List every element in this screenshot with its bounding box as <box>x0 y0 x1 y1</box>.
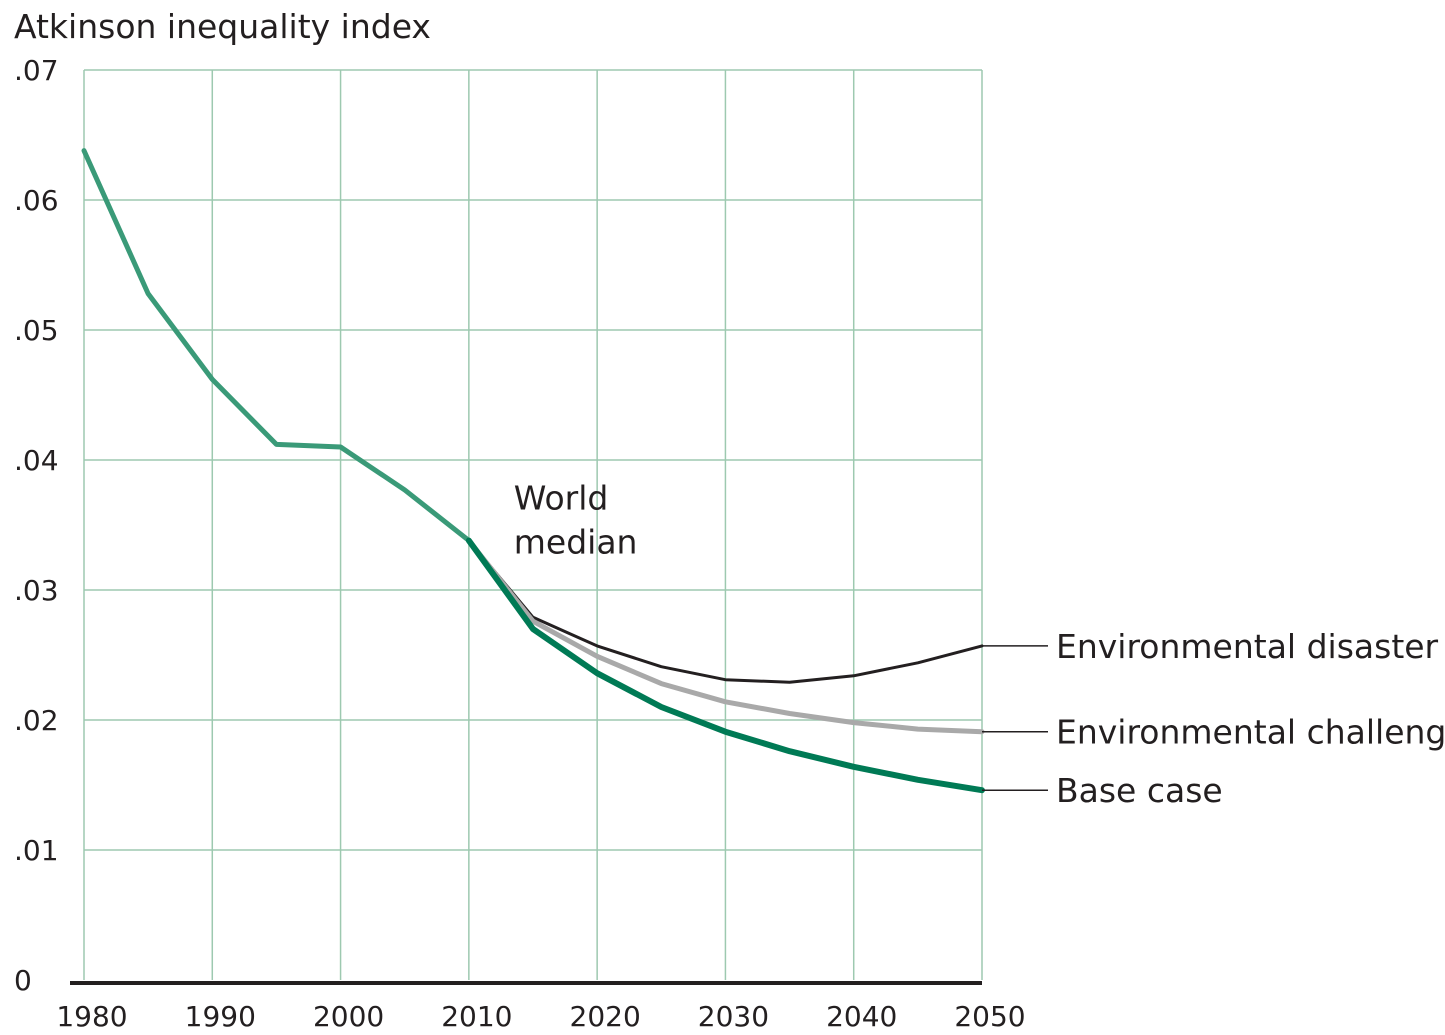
y-tick-label: .05 <box>14 314 59 347</box>
y-tick-label: 0 <box>14 964 32 997</box>
series-line-historical <box>81 148 472 544</box>
x-axis-ticks: 1980 1990 2000 2010 2020 2030 2040 2050 <box>56 1000 1025 1033</box>
series-lines <box>81 148 985 794</box>
y-tick-label: .01 <box>14 834 59 867</box>
y-axis-ticks: 0 .01 .02 .03 .04 .05 .06 .07 <box>14 54 59 997</box>
x-tick-label: 2000 <box>313 1000 384 1033</box>
series-labels: Environmental disaster Environmental chal… <box>982 627 1445 810</box>
y-tick-label: .04 <box>14 444 59 477</box>
annotation-line-2: median <box>514 523 638 562</box>
y-tick-label: .03 <box>14 574 59 607</box>
y-tick-label: .07 <box>14 54 59 87</box>
x-tick-label: 2020 <box>570 1000 641 1033</box>
y-tick-label: .02 <box>14 704 59 737</box>
series-line-environmental-disaster <box>467 539 984 684</box>
series-label: Environmental challenge <box>1056 713 1445 752</box>
y-tick-label: .06 <box>14 184 59 217</box>
x-tick-label: 2040 <box>826 1000 897 1033</box>
grid <box>70 69 983 985</box>
x-tick-label: 1990 <box>185 1000 256 1033</box>
x-tick-label: 1980 <box>56 1000 127 1033</box>
annotation-line-1: World <box>514 479 609 518</box>
series-label: Environmental disaster <box>1056 627 1439 666</box>
x-tick-label: 2010 <box>441 1000 512 1033</box>
y-axis-title: Atkinson inequality index <box>14 7 431 46</box>
series-label: Base case <box>1056 771 1223 810</box>
x-tick-label: 2050 <box>954 1000 1025 1033</box>
x-tick-label: 2030 <box>698 1000 769 1033</box>
world-median-annotation: World median <box>514 479 638 562</box>
series-line-environmental-challenge <box>466 538 985 735</box>
series-line-base-case <box>465 537 985 794</box>
